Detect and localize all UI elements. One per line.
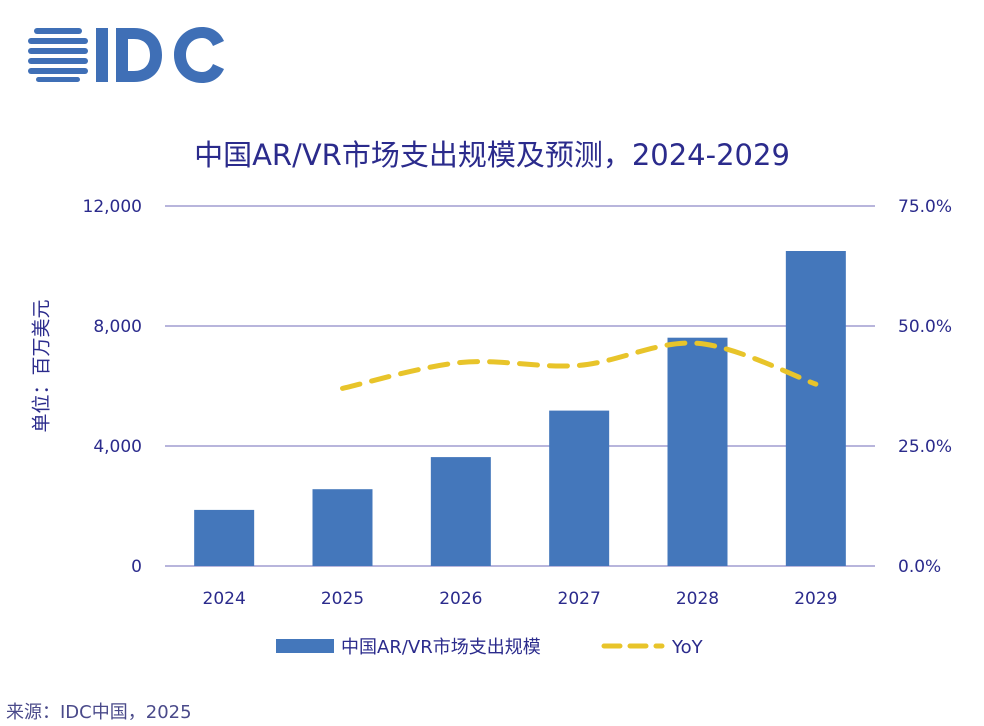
legend-line-label: YoY: [671, 637, 704, 658]
source-note: 来源：IDC中国，2025: [6, 702, 192, 723]
bar-2024: [194, 509, 255, 566]
x-tick-label: 2025: [321, 589, 364, 609]
legend-bar-label: 中国AR/VR市场支出规模: [341, 637, 541, 658]
x-tick-label: 2028: [676, 589, 719, 609]
y2-tick-label: 25.0%: [898, 437, 952, 457]
yoy-line: [340, 340, 819, 391]
y2-tick-label: 50.0%: [898, 317, 952, 337]
y-tick-label: 12,000: [83, 197, 142, 217]
y2-tick-label: 75.0%: [898, 197, 952, 217]
bar-2027: [549, 410, 610, 566]
bar-2028: [667, 337, 728, 566]
x-tick-label: 2026: [439, 589, 482, 609]
idc-logo: [28, 27, 224, 83]
y2-tick-label: 0.0%: [898, 557, 941, 577]
y-tick-label: 4,000: [93, 437, 142, 457]
x-tick-label: 2024: [203, 589, 246, 609]
y-tick-label: 8,000: [93, 317, 142, 337]
chart-title: 中国AR/VR市场支出规模及预测，2024-2029: [194, 138, 790, 172]
x-tick-label: 2029: [794, 589, 837, 609]
x-tick-label: 2027: [558, 589, 601, 609]
y-tick-label: 0: [131, 557, 142, 577]
bar-2029: [785, 251, 846, 566]
bar-2025: [312, 489, 373, 566]
legend-bar-swatch: [276, 639, 334, 653]
bar-2026: [430, 457, 491, 566]
